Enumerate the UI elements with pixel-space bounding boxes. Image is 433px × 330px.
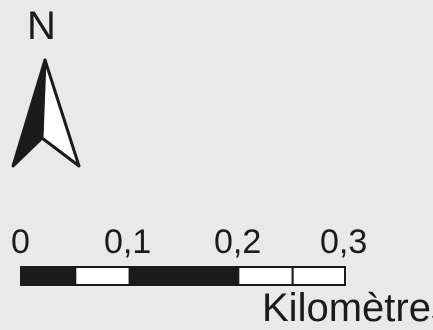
scale-tick-label-0-2: 0,2	[214, 223, 262, 261]
north-arrow-icon	[11, 58, 81, 168]
scale-bar	[20, 266, 346, 286]
scale-units-label: Kilomètres	[262, 286, 433, 330]
scale-tick-label-0-1: 0,1	[104, 223, 152, 261]
north-label: N	[27, 4, 56, 48]
scale-tick-label-0-3: 0,3	[320, 223, 368, 261]
scale-tick-label-0: 0	[11, 223, 30, 261]
